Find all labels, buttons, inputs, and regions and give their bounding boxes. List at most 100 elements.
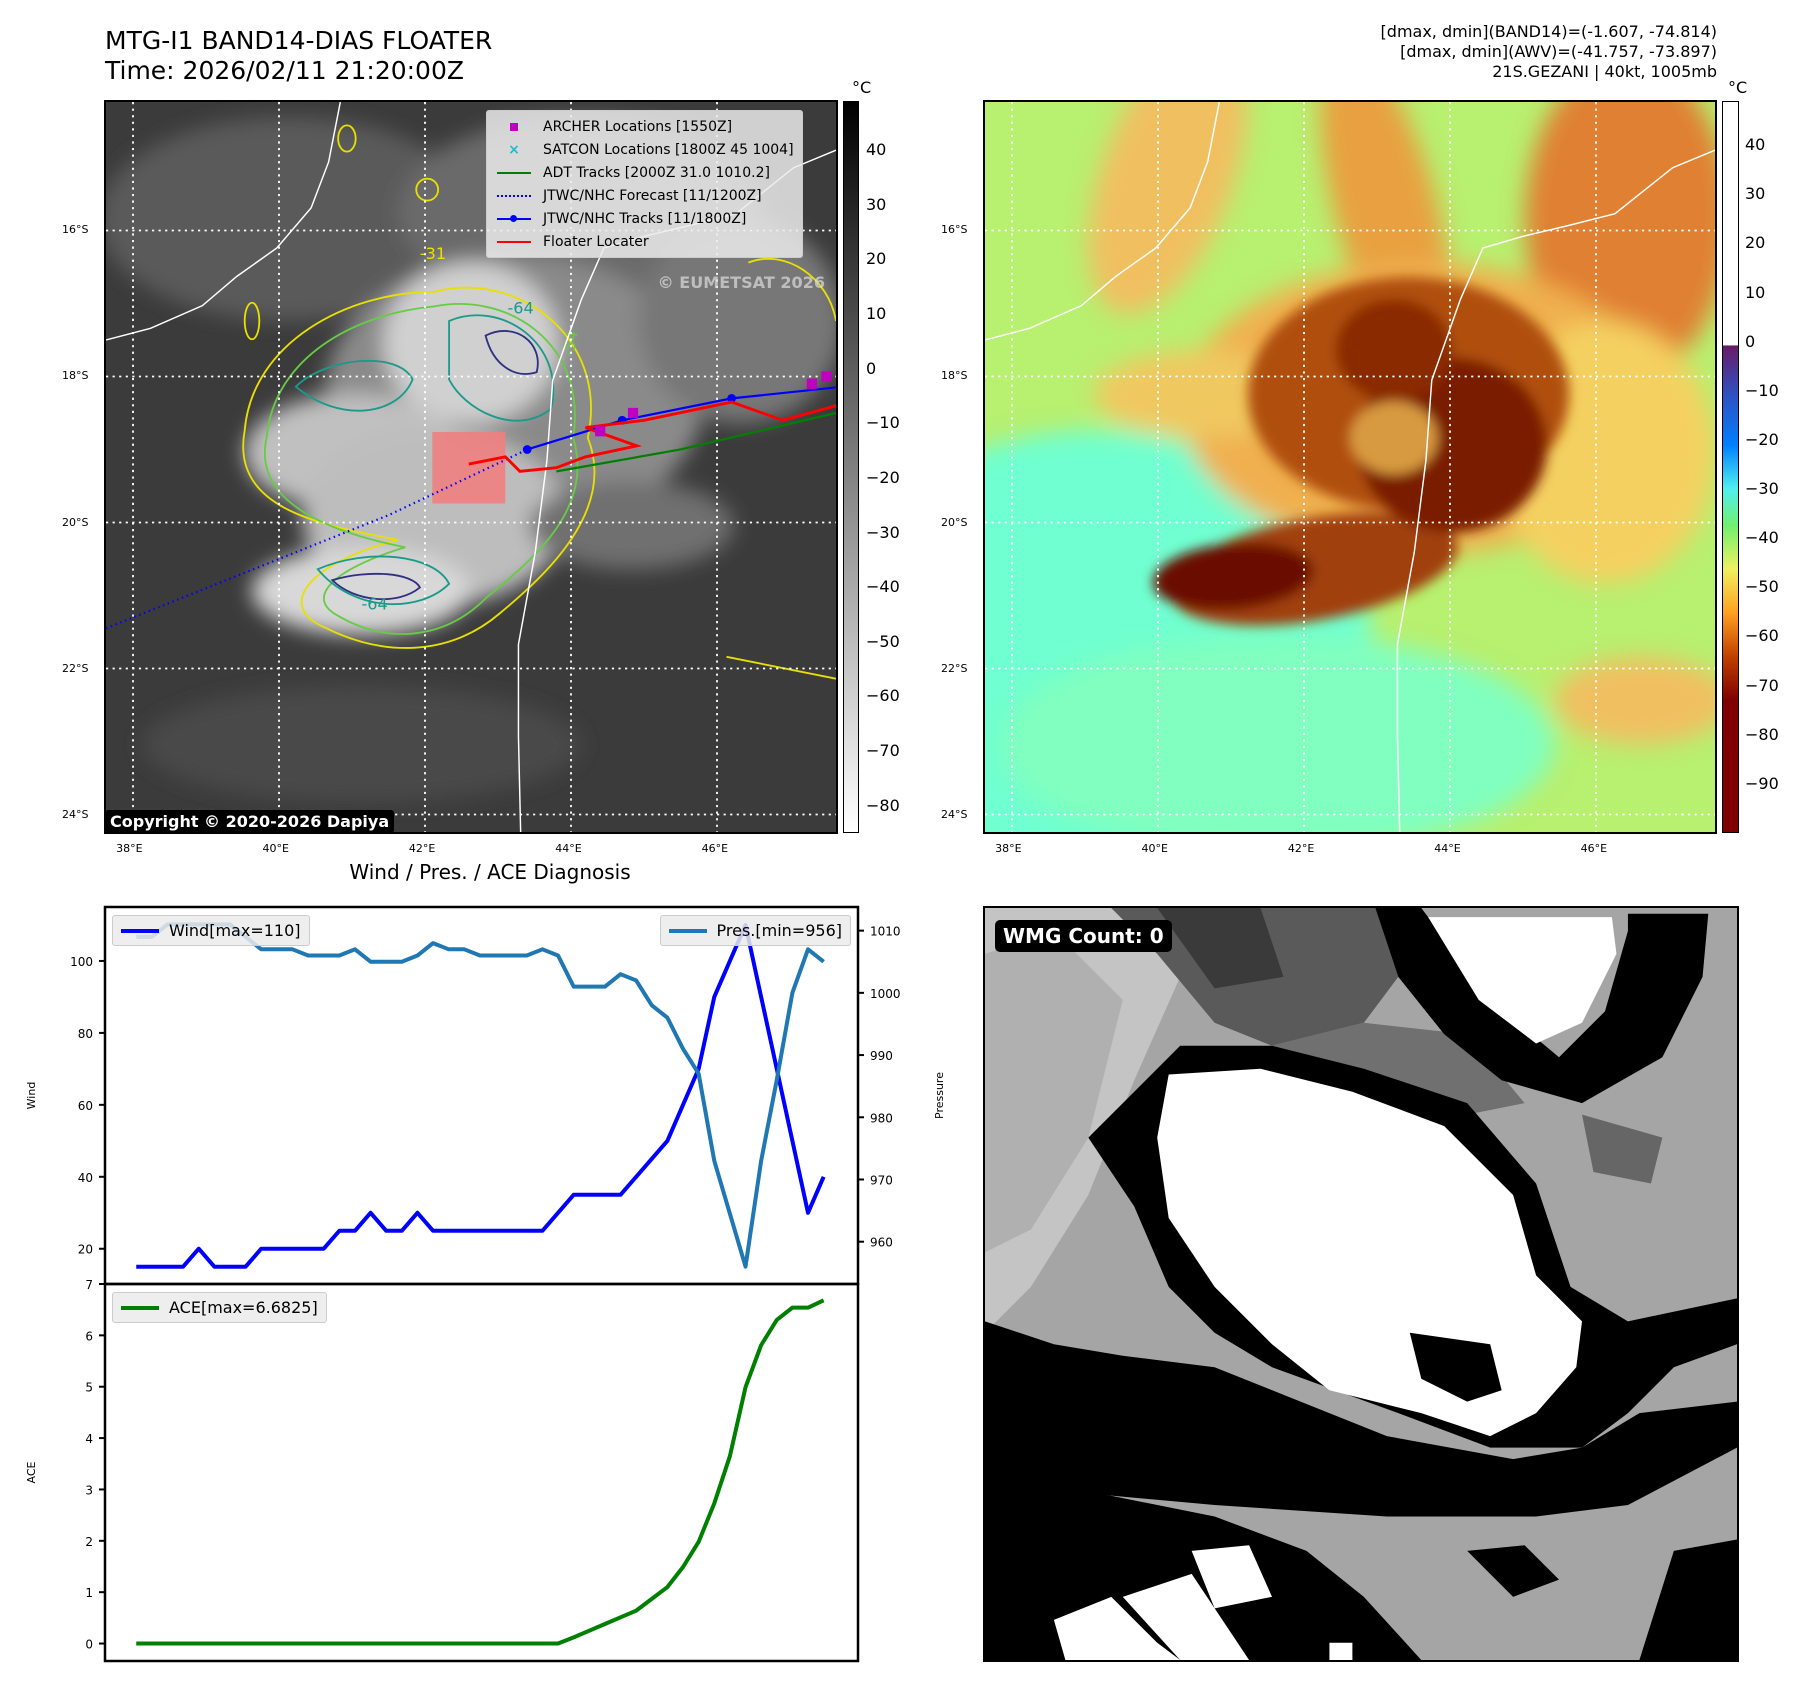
plot-frame — [103, 1282, 860, 1663]
colorbar-tick: 0 — [1745, 331, 1756, 351]
y-tick-label: 6 — [85, 1329, 93, 1343]
jtwc-track — [526, 386, 836, 451]
lon-tick-label: 38°E — [995, 842, 1022, 855]
product-title: MTG-I1 BAND14-DIAS FLOATER — [105, 26, 493, 55]
lon-tick-label: 40°E — [1141, 842, 1168, 855]
square-marker-icon — [510, 122, 518, 131]
awv-image — [985, 102, 1715, 832]
y-tick-label: 2 — [85, 1535, 93, 1549]
y-axis-label: ACE — [25, 1461, 38, 1483]
legend-archer: ARCHER Locations [1550Z] — [495, 115, 794, 138]
colorbar-tick: −20 — [866, 467, 900, 487]
y-tick-label: 7 — [85, 1278, 93, 1292]
timestamp: Time: 2026/02/11 21:20:00Z — [105, 56, 464, 85]
lat-tick-label: 24°S — [62, 808, 89, 822]
lat-tick-label: 20°S — [941, 515, 968, 529]
colorbar-tick: −60 — [866, 686, 900, 706]
colorbar-tick: −80 — [866, 795, 900, 815]
y-tick-label: 5 — [85, 1381, 93, 1395]
coastline — [985, 102, 1221, 341]
colorbar-tick: 40 — [1745, 135, 1766, 155]
jtwc-track-point — [522, 445, 532, 454]
band14-map: -31 -54 -64 -64 © EUMETSAT 2026 ARCHER L… — [104, 100, 838, 834]
contour-label: -64 — [508, 299, 534, 318]
colorbar-tick: 20 — [866, 249, 887, 269]
y2-tick-label: 1000 — [870, 987, 901, 1001]
legend-label: JTWC/NHC Forecast [11/1200Z] — [543, 187, 762, 204]
lat-tick-label: 18°S — [62, 369, 89, 383]
lat-tick-label: 22°S — [941, 662, 968, 676]
y2-tick-label: 990 — [870, 1049, 893, 1063]
awv-colorbar — [1722, 101, 1739, 833]
band14-stats: [dmax, dmin](BAND14)=(-1.607, -74.814) — [1380, 22, 1717, 41]
dotted-line-icon — [497, 194, 531, 197]
plot-frame — [103, 905, 860, 1286]
y-tick-label: 0 — [85, 1638, 93, 1652]
lon-tick-label: 46°E — [1580, 842, 1608, 855]
lat-tick-label: 16°S — [62, 222, 89, 236]
colorbar-tick: −50 — [866, 631, 900, 651]
line-swatch-icon — [668, 928, 707, 933]
colorbar-tick: −10 — [866, 413, 900, 433]
coastline — [106, 102, 342, 341]
floater-box — [432, 431, 506, 504]
awv-stats: [dmax, dmin](AWV)=(-41.757, -73.897) — [1400, 42, 1717, 61]
y-tick-label: 40 — [78, 1171, 93, 1185]
band14-colorbar — [843, 101, 859, 833]
map-legend: ARCHER Locations [1550Z] × SATCON Locatio… — [486, 110, 803, 258]
wmg-image — [985, 908, 1737, 1660]
legend-label: ARCHER Locations [1550Z] — [543, 118, 733, 135]
colorbar-tick: −50 — [1745, 577, 1779, 597]
colorbar-tick: −60 — [1745, 626, 1779, 646]
y2-tick-label: 1010 — [870, 925, 901, 939]
figure-title: MTG-I1 BAND14-DIAS FLOATER Time: 2026/02… — [105, 26, 492, 86]
colorbar-tick: −40 — [1745, 528, 1779, 548]
legend-floater: Floater Locater — [495, 230, 794, 253]
series-line-ace — [136, 1298, 825, 1646]
colorbar-tick: 30 — [1745, 184, 1766, 204]
coastline — [1396, 149, 1715, 832]
lat-tick-label: 24°S — [941, 808, 968, 822]
contour-label: -64 — [362, 594, 388, 613]
colorbar-tick: −10 — [1745, 380, 1779, 400]
eumetsat-watermark: © EUMETSAT 2026 — [658, 273, 825, 292]
colorbar-tick: −90 — [1745, 773, 1779, 793]
colorbar-unit: °C — [852, 78, 872, 97]
line-swatch-icon — [121, 928, 159, 933]
colorbar-tick: −30 — [1745, 479, 1779, 499]
y-tick-label: 80 — [78, 1027, 93, 1041]
colorbar-tick: 20 — [1745, 233, 1766, 253]
adt-track — [556, 411, 836, 473]
archer-marker — [627, 407, 639, 419]
line-swatch-icon — [497, 240, 531, 243]
y-tick-label: 1 — [85, 1586, 93, 1600]
colorbar-tick: −70 — [866, 741, 900, 761]
archer-marker — [821, 371, 832, 382]
colorbar-tick: −40 — [866, 577, 900, 597]
legend-satcon: × SATCON Locations [1800Z 45 1004] — [495, 138, 793, 161]
legend-label: Floater Locater — [543, 233, 649, 250]
colorbar-tick: 30 — [866, 194, 887, 214]
lat-tick-label: 18°S — [941, 369, 968, 383]
y2-tick-label: 960 — [870, 1236, 893, 1250]
lon-tick-label: 46°E — [701, 842, 729, 855]
legend-adt: ADT Tracks [2000Z 31.0 1010.2] — [495, 161, 794, 184]
wmg-panel — [983, 906, 1739, 1662]
colorbar-unit: °C — [1728, 78, 1748, 97]
lon-tick-label: 42°E — [1287, 842, 1315, 855]
colorbar-tick: −80 — [1745, 724, 1779, 744]
legend-label: ADT Tracks [2000Z 31.0 1010.2] — [543, 164, 770, 181]
archer-marker — [595, 426, 606, 437]
legend-jtwc-tracks: JTWC/NHC Tracks [11/1800Z] — [495, 207, 794, 230]
series-line-wind — [136, 922, 826, 1269]
pressure-legend: Pres.[min=956] — [659, 915, 851, 946]
legend-label: Pres.[min=956] — [716, 921, 842, 940]
lat-tick-label: 16°S — [941, 222, 968, 236]
awv-map — [983, 100, 1717, 834]
jtwc-forecast-track — [106, 448, 528, 630]
colorbar-tick: 10 — [1745, 282, 1766, 302]
wind-legend: Wind[max=110] — [112, 915, 310, 946]
stats-block: [dmax, dmin](BAND14)=(-1.607, -74.814) [… — [1381, 22, 1717, 82]
y2-tick-label: 980 — [870, 1111, 893, 1125]
